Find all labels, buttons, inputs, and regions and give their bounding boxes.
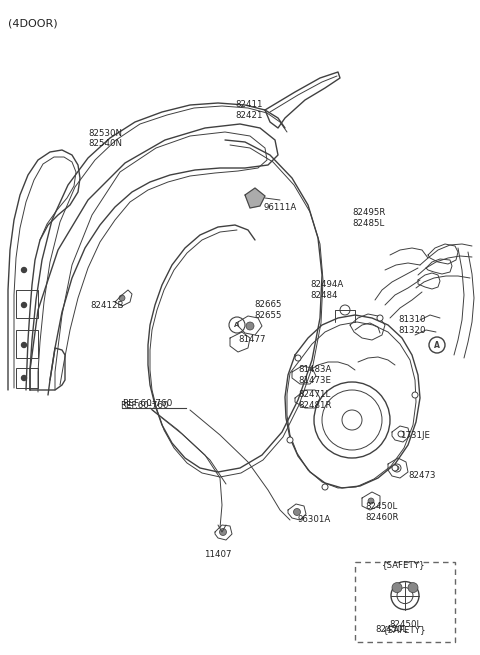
Circle shape <box>412 392 418 398</box>
Text: 81310
81320: 81310 81320 <box>398 315 425 335</box>
Circle shape <box>287 437 293 443</box>
Circle shape <box>246 322 254 330</box>
Text: 82412B: 82412B <box>90 301 123 310</box>
Circle shape <box>368 498 374 504</box>
Text: 82450L: 82450L <box>389 620 421 629</box>
Text: 96301A: 96301A <box>298 515 331 525</box>
Text: {SAFETY}: {SAFETY} <box>383 625 427 634</box>
Circle shape <box>219 529 227 536</box>
Text: 1731JE: 1731JE <box>400 430 430 440</box>
Circle shape <box>393 464 401 472</box>
Polygon shape <box>245 188 265 208</box>
Circle shape <box>392 582 402 593</box>
Circle shape <box>408 582 418 593</box>
Bar <box>16 330 38 358</box>
Text: A: A <box>234 322 240 328</box>
Text: REF.60-760: REF.60-760 <box>120 400 168 409</box>
Text: {SAFETY}: {SAFETY} <box>382 561 426 569</box>
Text: 96111A: 96111A <box>263 204 296 212</box>
Text: 82495R
82485L: 82495R 82485L <box>352 208 385 228</box>
Circle shape <box>322 484 328 490</box>
Circle shape <box>392 465 398 471</box>
Text: (4DOOR): (4DOOR) <box>8 18 58 28</box>
Text: 82411
82421: 82411 82421 <box>235 100 263 120</box>
Circle shape <box>22 267 26 272</box>
Text: REF.60-760: REF.60-760 <box>122 398 172 407</box>
Text: 11407: 11407 <box>204 550 232 559</box>
Text: 82450L: 82450L <box>375 626 407 635</box>
Circle shape <box>295 355 301 361</box>
Text: 81477: 81477 <box>238 335 265 345</box>
Text: 81483A
81473E: 81483A 81473E <box>298 365 331 384</box>
Text: 82471L
82481R: 82471L 82481R <box>298 390 332 409</box>
Text: 82494A
82484: 82494A 82484 <box>310 280 343 300</box>
Circle shape <box>395 466 399 470</box>
Bar <box>16 290 38 318</box>
Circle shape <box>22 375 26 381</box>
Text: 82450L
82460R: 82450L 82460R <box>365 502 398 521</box>
Circle shape <box>119 295 125 301</box>
Text: A: A <box>434 341 440 350</box>
Bar <box>16 368 38 388</box>
Text: 82665
82655: 82665 82655 <box>254 300 281 320</box>
Text: 82473: 82473 <box>408 470 435 479</box>
Circle shape <box>22 343 26 348</box>
Text: 82530N
82540N: 82530N 82540N <box>88 128 122 148</box>
Circle shape <box>377 315 383 321</box>
Circle shape <box>22 303 26 307</box>
Circle shape <box>293 508 300 515</box>
